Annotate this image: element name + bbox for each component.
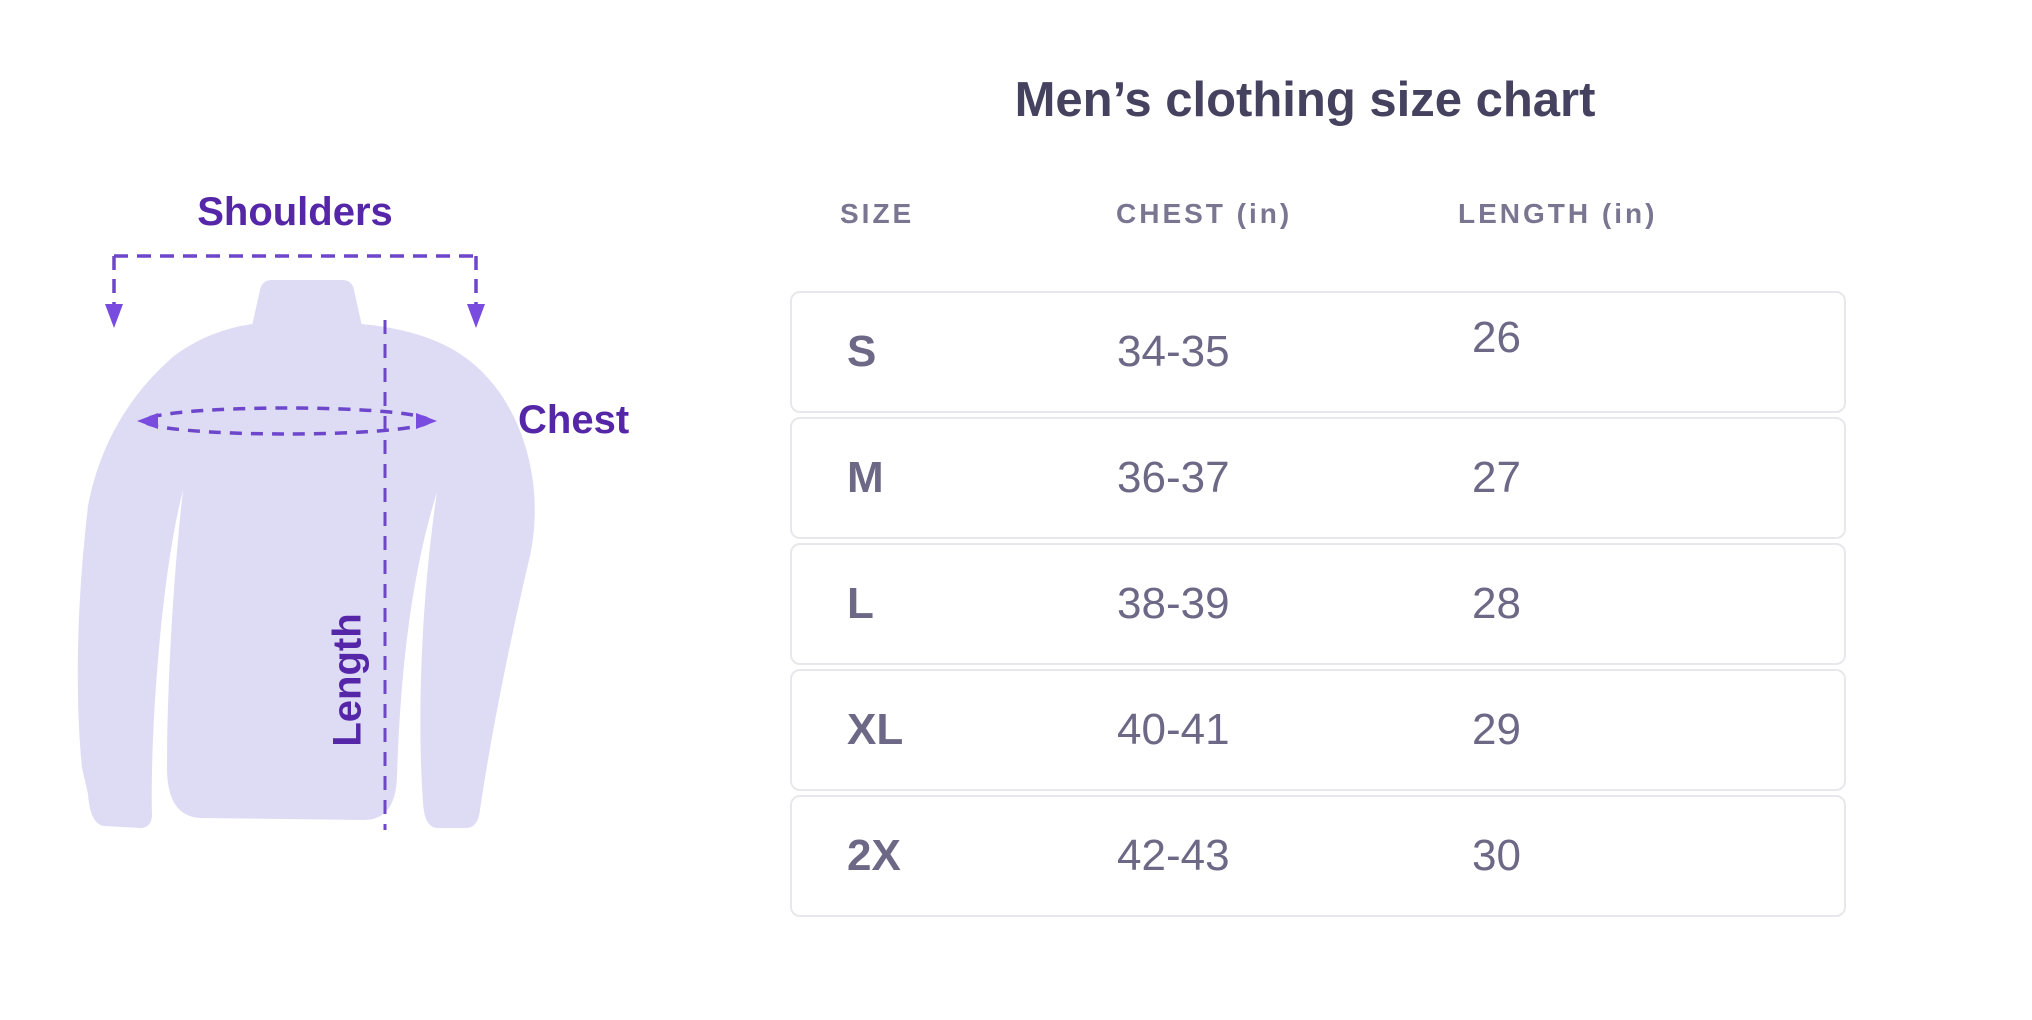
column-header-chest: CHEST (in) [1116,198,1293,229]
size-value: 2X [847,831,901,880]
size-value: XL [847,705,904,754]
length-value: 28 [1472,579,1521,628]
length-value: 30 [1472,831,1521,880]
column-header-size: SIZE [840,198,915,229]
chest-value: 42-43 [1117,831,1230,880]
chest-value: 40-41 [1117,705,1230,754]
size-value: L [847,579,874,628]
table-row-s: S 34-35 26 [790,291,1846,413]
table-row-m: M 36-37 27 [790,417,1846,539]
table-row-2x: 2X 42-43 30 [790,795,1846,917]
length-value: 26 [1472,313,1521,362]
column-header-length: LENGTH (in) [1458,198,1658,229]
table-row-l: L 38-39 28 [790,543,1846,665]
chest-label: Chest [518,398,630,442]
size-value: M [847,453,884,502]
size-table: S 34-35 26 M 36-37 27 L 38-39 28 XL 40-4… [790,291,1846,921]
chest-value: 36-37 [1117,453,1230,502]
length-label: Length [325,613,370,747]
shoulders-bracket [112,254,478,304]
length-value: 29 [1472,705,1521,754]
table-row-xl: XL 40-41 29 [790,669,1846,791]
shirt-silhouette [77,324,535,828]
shirt-collar [252,280,362,326]
shirt-illustration [77,254,535,830]
chest-value: 34-35 [1117,327,1230,376]
shoulders-bracket-arrowheads [105,304,485,328]
chest-ellipse-arrowheads [137,413,437,429]
chest-value: 38-39 [1117,579,1230,628]
size-value: S [847,327,877,376]
page-title: Men’s clothing size chart [1014,73,1596,127]
shoulders-label: Shoulders [197,190,393,234]
shirt-measurement-diagram: Shoulders Chest Length [40,180,660,880]
length-value: 27 [1472,453,1521,502]
